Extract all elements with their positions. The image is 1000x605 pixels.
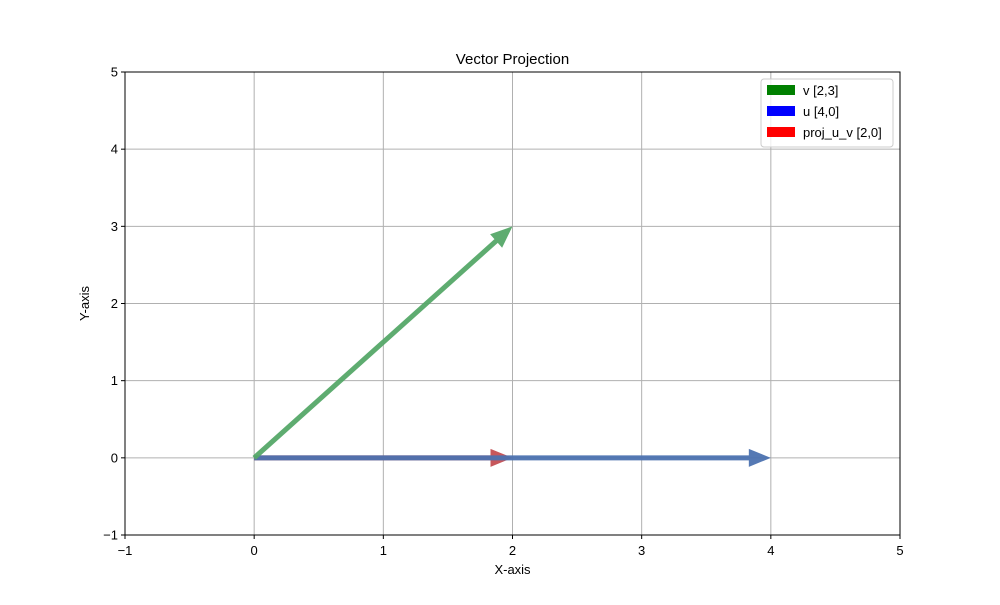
x-tick-label: −1 xyxy=(118,543,133,558)
legend-items: v [2,3] u [4,0] proj_u_v [2,0] xyxy=(767,83,882,140)
x-axis-label: X-axis xyxy=(494,562,531,577)
legend: v [2,3] u [4,0] proj_u_v [2,0] xyxy=(760,78,894,148)
legend-label-proj-u-v: proj_u_v [2,0] xyxy=(803,125,882,140)
y-tick-label: −1 xyxy=(103,528,118,543)
legend-swatch-proj-u-v xyxy=(767,127,795,137)
y-tick-label: 2 xyxy=(111,296,118,311)
x-tick-label: 0 xyxy=(251,543,258,558)
chart-title: Vector Projection xyxy=(456,51,569,68)
y-axis-label: Y-axis xyxy=(77,286,92,321)
x-tick-label: 2 xyxy=(509,543,516,558)
y-tick-label: 3 xyxy=(111,219,118,234)
x-tick-label: 5 xyxy=(896,543,903,558)
y-tick-label: 4 xyxy=(111,142,118,157)
legend-label-v: v [2,3] xyxy=(803,83,838,98)
vector-arrow-v xyxy=(252,226,513,460)
vector-arrow-u xyxy=(254,448,771,467)
y-tick-label: 1 xyxy=(111,373,118,388)
x-tick-label: 3 xyxy=(638,543,645,558)
x-tick-label: 1 xyxy=(380,543,387,558)
vector-layer xyxy=(252,226,771,467)
y-tick-label: 0 xyxy=(111,450,118,465)
tick-layer: −1 0 1 2 3 4 5 −1 0 1 2 3 4 5 xyxy=(103,65,903,559)
legend-label-u: u [4,0] xyxy=(803,104,839,119)
y-tick-label: 5 xyxy=(111,65,118,80)
legend-swatch-v xyxy=(767,85,795,95)
x-tick-label: 4 xyxy=(767,543,774,558)
legend-swatch-u xyxy=(767,106,795,116)
